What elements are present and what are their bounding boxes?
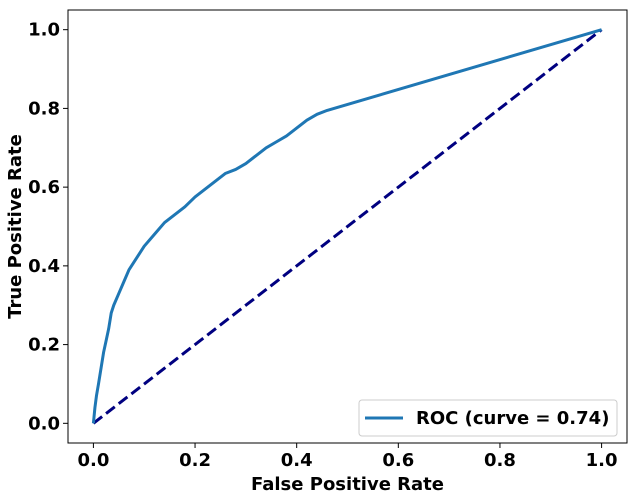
y-tick-label: 0.8 [28, 98, 60, 119]
ticks-layer: 0.0 0.2 0.4 0.6 0.8 1.0 0.0 0.2 0.4 0.6 0.8 1.0 [28, 20, 617, 471]
series-layer [91, 28, 603, 425]
legend-box [358, 399, 618, 437]
legend-label: ROC (curve = 0.74) [416, 408, 609, 429]
x-axis-title: False Positive Rate [251, 474, 444, 495]
chance-diagonal-line [92, 28, 603, 425]
y-tick-label: 0.6 [28, 177, 60, 198]
x-tick-label: 1.0 [586, 450, 618, 471]
x-tick-label: 0.4 [281, 450, 313, 471]
x-tick-label: 0.6 [382, 450, 414, 471]
y-tick-label: 1.0 [28, 20, 60, 41]
y-tick-label: 0.0 [28, 413, 60, 434]
y-tick-label: 0.2 [28, 335, 60, 356]
y-tick-label: 0.4 [28, 256, 60, 277]
roc-curve-line [91, 28, 603, 424]
legend: ROC (curve = 0.74) [358, 399, 618, 437]
x-tick-label: 0.8 [484, 450, 516, 471]
y-axis-title: True Positive Rate [5, 134, 26, 319]
x-tick-label: 0.0 [77, 450, 109, 471]
x-tick-label: 0.2 [179, 450, 211, 471]
